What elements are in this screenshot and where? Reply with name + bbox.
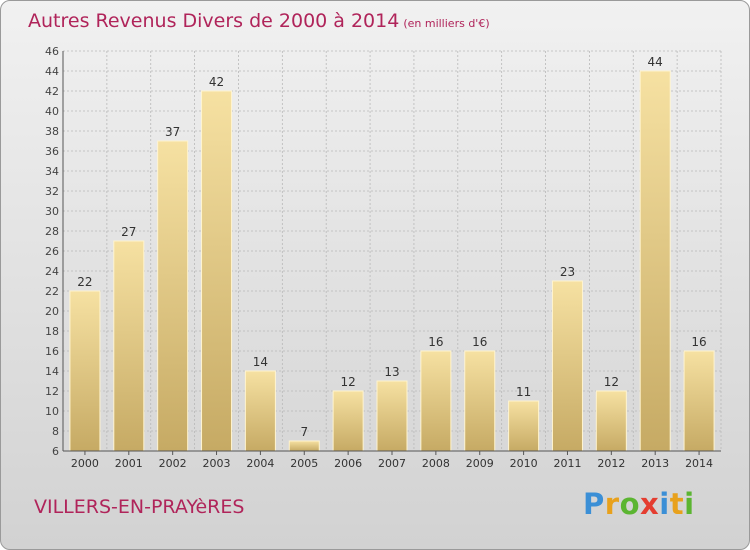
data-label: 16 bbox=[428, 335, 443, 349]
bar bbox=[683, 350, 715, 452]
x-tick-label: 2001 bbox=[115, 457, 143, 470]
bar bbox=[639, 70, 671, 452]
axes bbox=[62, 51, 721, 455]
y-tick-label: 34 bbox=[45, 165, 59, 178]
labels: 6 8 10 12 14 16 18 20 22 24 26 28 30 32 34 36 38 40 42 44 46… bbox=[45, 45, 713, 470]
y-tick-label: 46 bbox=[45, 45, 59, 58]
bar bbox=[288, 440, 320, 452]
y-tick-label: 8 bbox=[52, 425, 59, 438]
bar bbox=[420, 350, 452, 452]
y-tick-label: 24 bbox=[45, 265, 59, 278]
x-tick-label: 2006 bbox=[334, 457, 362, 470]
city-name: VILLERS-EN-PRAYèRES bbox=[34, 496, 245, 518]
data-label: 44 bbox=[648, 55, 663, 69]
bar bbox=[551, 280, 583, 452]
bar bbox=[157, 140, 189, 452]
y-tick-label: 44 bbox=[45, 65, 59, 78]
x-tick-label: 2003 bbox=[203, 457, 231, 470]
y-tick-label: 18 bbox=[45, 325, 59, 338]
x-tick-label: 2014 bbox=[685, 457, 713, 470]
bar bbox=[69, 290, 101, 452]
x-tick-label: 2009 bbox=[466, 457, 494, 470]
chart-title: Autres Revenus Divers de 2000 à 2014 (en … bbox=[28, 10, 490, 32]
chart-title-text: Autres Revenus Divers de 2000 à 2014 bbox=[28, 10, 400, 32]
data-label: 12 bbox=[604, 375, 619, 389]
y-tick-label: 28 bbox=[45, 225, 59, 238]
y-tick-label: 22 bbox=[45, 285, 59, 298]
logo-letter: i bbox=[684, 487, 695, 521]
proxiti-logo[interactable]: Proxiti bbox=[583, 487, 695, 521]
y-tick-label: 32 bbox=[45, 185, 59, 198]
data-label: 14 bbox=[253, 355, 268, 369]
bar bbox=[376, 380, 408, 452]
data-label: 16 bbox=[472, 335, 487, 349]
logo-letter: i bbox=[659, 487, 670, 521]
data-label: 42 bbox=[209, 75, 224, 89]
y-tick-label: 16 bbox=[45, 345, 59, 358]
y-tick-label: 6 bbox=[52, 445, 59, 458]
logo-letter: r bbox=[604, 487, 620, 521]
x-tick-label: 2007 bbox=[378, 457, 406, 470]
y-tick-label: 20 bbox=[45, 305, 59, 318]
bar bbox=[595, 390, 627, 452]
bars bbox=[69, 70, 715, 452]
bar bbox=[464, 350, 496, 452]
y-tick-label: 12 bbox=[45, 385, 59, 398]
y-tick-label: 26 bbox=[45, 245, 59, 258]
bar bbox=[113, 240, 145, 452]
x-tick-label: 2008 bbox=[422, 457, 450, 470]
x-tick-label: 2004 bbox=[246, 457, 274, 470]
x-tick-label: 2011 bbox=[553, 457, 581, 470]
logo-letter: P bbox=[583, 487, 605, 521]
data-label: 13 bbox=[384, 365, 399, 379]
data-label: 12 bbox=[340, 375, 355, 389]
data-label: 11 bbox=[516, 385, 531, 399]
data-label: 37 bbox=[165, 125, 180, 139]
data-label: 27 bbox=[121, 225, 136, 239]
y-tick-label: 36 bbox=[45, 145, 59, 158]
bar bbox=[201, 90, 233, 452]
x-tick-label: 2002 bbox=[159, 457, 187, 470]
y-tick-label: 38 bbox=[45, 125, 59, 138]
x-tick-label: 2012 bbox=[597, 457, 625, 470]
data-label: 7 bbox=[300, 425, 308, 439]
bar bbox=[244, 370, 276, 452]
data-label: 16 bbox=[691, 335, 706, 349]
logo-letter: t bbox=[669, 487, 685, 521]
y-tick-label: 14 bbox=[45, 365, 59, 378]
y-tick-label: 42 bbox=[45, 85, 59, 98]
x-tick-label: 2000 bbox=[71, 457, 99, 470]
logo-letter: o bbox=[619, 487, 641, 521]
y-tick-label: 10 bbox=[45, 405, 59, 418]
y-tick-label: 30 bbox=[45, 205, 59, 218]
bar bbox=[332, 390, 364, 452]
data-label: 23 bbox=[560, 265, 575, 279]
x-tick-label: 2005 bbox=[290, 457, 318, 470]
x-tick-label: 2010 bbox=[510, 457, 538, 470]
chart-subtitle: (en milliers d'€) bbox=[403, 17, 490, 30]
y-tick-label: 40 bbox=[45, 105, 59, 118]
x-tick-label: 2013 bbox=[641, 457, 669, 470]
logo-letter: x bbox=[640, 487, 660, 521]
data-label: 22 bbox=[77, 275, 92, 289]
bar bbox=[508, 400, 540, 452]
